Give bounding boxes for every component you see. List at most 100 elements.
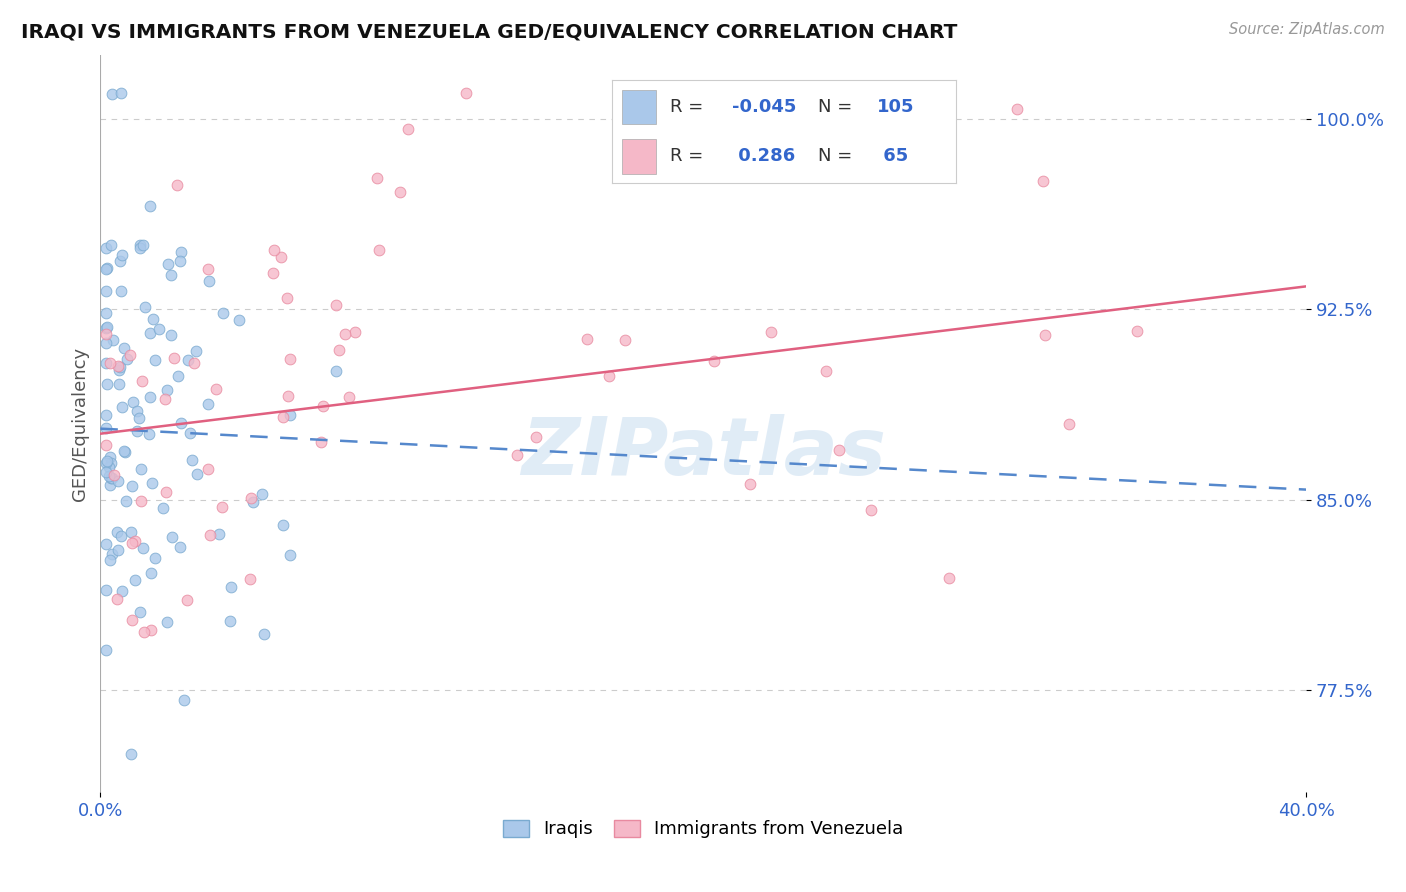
Point — [828, 442, 851, 457]
Point — [280, 408, 302, 422]
Point — [96, 326, 118, 341]
Point — [576, 332, 599, 346]
Point — [139, 566, 162, 580]
Point — [156, 384, 179, 398]
Point — [219, 580, 242, 594]
Point — [98, 356, 121, 370]
Point — [127, 425, 149, 439]
Point — [132, 541, 155, 555]
Text: IRAQI VS IMMIGRANTS FROM VENEZUELA GED/EQUIVALENCY CORRELATION CHART: IRAQI VS IMMIGRANTS FROM VENEZUELA GED/E… — [21, 22, 957, 41]
Text: 105: 105 — [877, 98, 914, 116]
Point — [167, 369, 190, 384]
Point — [101, 470, 124, 484]
Point — [139, 326, 162, 340]
Point — [759, 325, 782, 339]
Point — [131, 374, 153, 388]
Point — [129, 241, 152, 255]
Point — [114, 493, 136, 508]
Point — [197, 262, 219, 277]
Point — [239, 572, 262, 586]
Text: 0.286: 0.286 — [733, 147, 796, 165]
Point — [242, 494, 264, 508]
Point — [271, 518, 294, 533]
Point — [277, 389, 299, 403]
Point — [344, 326, 367, 340]
Point — [100, 238, 122, 252]
Point — [108, 363, 131, 377]
Point — [103, 334, 125, 348]
Point — [139, 624, 162, 638]
Point — [112, 444, 135, 458]
Bar — [621, 139, 657, 174]
Point — [96, 421, 118, 435]
Point — [105, 524, 128, 539]
Point — [111, 247, 134, 261]
Point — [114, 445, 136, 459]
Text: R =: R = — [671, 147, 703, 165]
Point — [169, 254, 191, 268]
Point — [121, 535, 143, 549]
Text: -0.045: -0.045 — [733, 98, 797, 116]
Point — [98, 478, 121, 492]
Point — [141, 476, 163, 491]
Point — [129, 494, 152, 508]
Point — [166, 178, 188, 193]
Point — [129, 605, 152, 619]
Point — [197, 397, 219, 411]
Point — [239, 491, 262, 505]
Point — [184, 344, 207, 359]
Point — [134, 300, 156, 314]
Point — [107, 359, 129, 374]
Point — [366, 171, 388, 186]
Point — [263, 243, 285, 257]
Point — [156, 615, 179, 630]
Point — [197, 462, 219, 476]
Point — [271, 409, 294, 424]
Point — [108, 376, 131, 391]
Point — [101, 547, 124, 561]
Text: N =: N = — [818, 147, 852, 165]
Point — [122, 395, 145, 409]
Point — [1125, 325, 1147, 339]
Point — [262, 266, 284, 280]
Point — [703, 353, 725, 368]
Point — [276, 291, 298, 305]
Point — [114, 341, 136, 355]
Point — [121, 613, 143, 627]
Point — [181, 453, 204, 467]
Point — [160, 328, 183, 343]
Point — [128, 238, 150, 252]
Point — [96, 262, 118, 277]
Point — [115, 352, 138, 367]
Legend: Iraqis, Immigrants from Venezuela: Iraqis, Immigrants from Venezuela — [496, 813, 911, 846]
Point — [120, 348, 142, 362]
Point — [228, 313, 250, 327]
Point — [169, 245, 191, 260]
Point — [325, 298, 347, 312]
Point — [96, 377, 118, 392]
Point — [524, 430, 547, 444]
Point — [139, 390, 162, 404]
Point — [367, 243, 389, 257]
Point — [218, 614, 240, 628]
Point — [886, 87, 908, 101]
Point — [121, 479, 143, 493]
Point — [1033, 327, 1056, 342]
Point — [506, 448, 529, 462]
Point — [96, 356, 118, 370]
Text: R =: R = — [671, 98, 703, 116]
Point — [120, 747, 142, 761]
Point — [111, 400, 134, 414]
Point — [96, 320, 118, 334]
Point — [96, 261, 118, 276]
Point — [127, 404, 149, 418]
Point — [108, 254, 131, 268]
Point — [859, 503, 882, 517]
Point — [96, 582, 118, 597]
Point — [198, 528, 221, 542]
Point — [780, 87, 803, 101]
Point — [250, 487, 273, 501]
Point — [132, 238, 155, 252]
Point — [103, 468, 125, 483]
Point — [100, 553, 122, 567]
